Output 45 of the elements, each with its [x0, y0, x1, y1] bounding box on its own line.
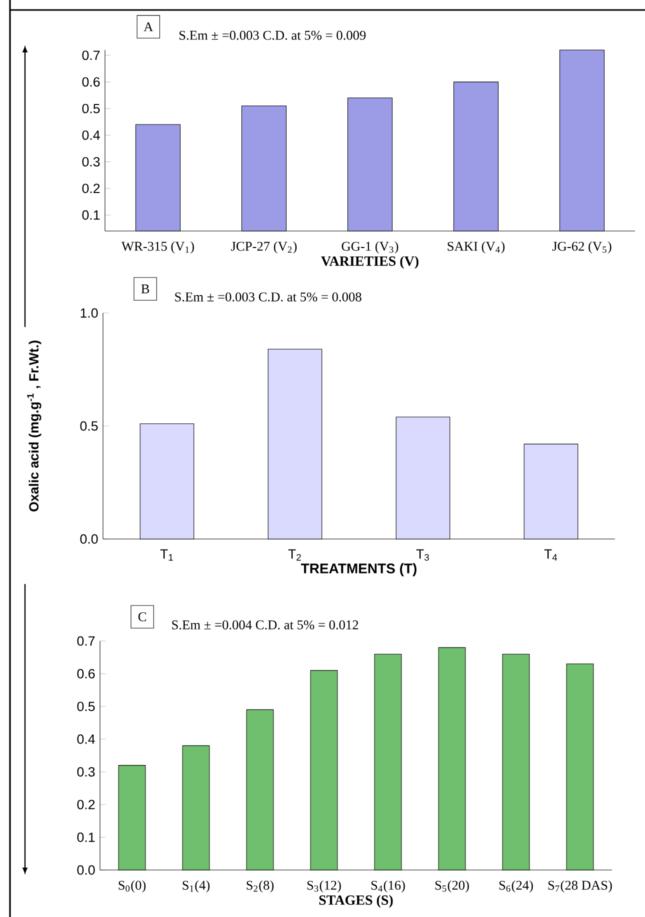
y-tick-label: 0.2 — [77, 800, 95, 810]
x-tick-label: JCP-27 (V$_{2}$) — [231, 241, 297, 254]
x-axis-title: TREATMENTS (T) — [300, 563, 416, 576]
x-tick-label: S$_{5}$(20) — [435, 880, 469, 892]
x-tick-label: T$_{4}$ — [544, 549, 558, 561]
y-tick-label: 0.1 — [77, 832, 95, 842]
y-tick-label: 0.5 — [82, 104, 100, 114]
y-tick-label: 0.6 — [82, 77, 100, 87]
y-tick-label: 0.7 — [82, 50, 100, 60]
chart-title: C — [138, 612, 146, 622]
y-tick-label: 0.2 — [82, 184, 100, 194]
x-tick-label: S$_{7}$(28 DAS) — [548, 880, 612, 892]
chart-title: A — [144, 22, 154, 32]
x-tick-label: S$_{3}$(12) — [307, 880, 341, 892]
x-tick-label: WR-315 (V$_{1}$) — [121, 241, 194, 254]
y-tick-label: 0.0 — [77, 865, 95, 875]
x-axis-title: STAGES (S) — [319, 894, 393, 908]
y-tick-label: 0.6 — [77, 669, 95, 678]
y-tick-label: 0.7 — [77, 636, 95, 646]
y-tick-label: 0.3 — [77, 767, 95, 777]
text: S.Em ± =0.004 C.D. at 5% = 0.012 — [172, 620, 358, 630]
x-tick-label: S$_{4}$(16) — [371, 880, 405, 892]
x-tick-label: SAKI (V$_{4}$) — [448, 241, 505, 254]
x-tick-label: S$_{6}$(24) — [499, 880, 533, 892]
x-tick-label: S$_{1}$(4) — [182, 880, 210, 892]
y-tick-label: 0.3 — [82, 157, 100, 167]
text: S.Em ± =0.003 C.D. at 5% = 0.008 — [175, 292, 362, 302]
y-axis-title: Oxalic acid (mg.g$^{-1}$ , Fr.Wt.) — [27, 340, 42, 512]
x-axis-title: VARIETIES (V) — [321, 256, 418, 269]
y-tick-label: 0.0 — [80, 534, 98, 544]
y-tick-label: 0.4 — [82, 130, 100, 140]
chart-title: B — [141, 284, 150, 294]
x-tick-label: S$_{2}$(8) — [246, 880, 274, 892]
y-tick-label: 0.5 — [77, 702, 95, 712]
y-tick-label: 0.4 — [77, 734, 95, 744]
x-tick-label: T$_{3}$ — [416, 549, 429, 561]
x-tick-label: T$_{1}$ — [160, 549, 173, 561]
x-tick-label: T$_{2}$ — [288, 549, 301, 561]
y-tick-label: 0.1 — [82, 210, 100, 220]
x-tick-label: GG-1 (V$_{3}$) — [342, 241, 398, 254]
x-tick-label: S$_{0}$(0) — [118, 880, 146, 892]
x-tick-label: JG-62 (V$_{5}$) — [552, 241, 612, 254]
y-tick-label: 0.5 — [80, 421, 98, 431]
text: S.Em ± =0.003 C.D. at 5% = 0.009 — [180, 30, 366, 40]
y-tick-label: 1.0 — [80, 308, 98, 318]
